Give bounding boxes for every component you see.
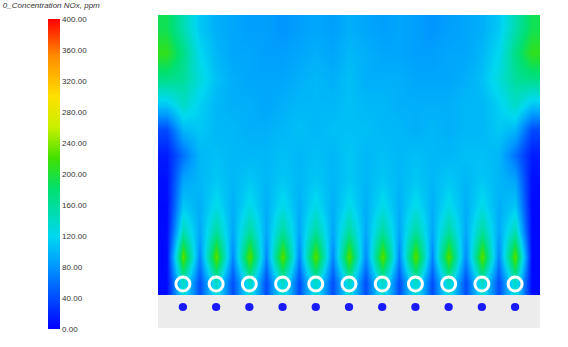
svg-text:320.00: 320.00 — [62, 77, 87, 86]
svg-text:200.00: 200.00 — [62, 170, 87, 179]
svg-text:120.00: 120.00 — [62, 232, 87, 241]
svg-text:400.00: 400.00 — [62, 15, 87, 24]
svg-text:240.00: 240.00 — [62, 139, 87, 148]
svg-text:360.00: 360.00 — [62, 46, 87, 55]
svg-text:0_Concentration NOx, ppm: 0_Concentration NOx, ppm — [3, 1, 100, 10]
svg-text:160.00: 160.00 — [62, 201, 87, 210]
svg-text:0.00: 0.00 — [62, 325, 78, 334]
svg-text:80.00: 80.00 — [62, 263, 83, 272]
svg-text:280.00: 280.00 — [62, 108, 87, 117]
svg-text:40.00: 40.00 — [62, 294, 83, 303]
